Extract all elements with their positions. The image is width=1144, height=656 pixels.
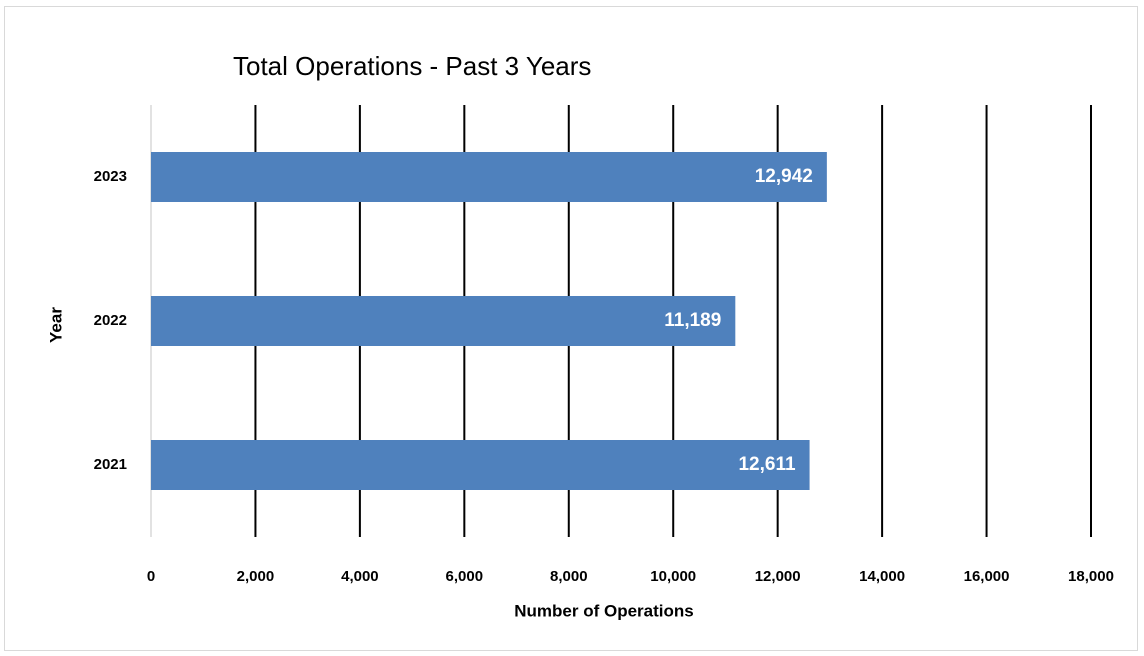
x-axis-label: Number of Operations <box>514 601 693 620</box>
value-label: 11,189 <box>664 310 721 331</box>
bar <box>151 296 736 346</box>
x-tick-label: 0 <box>147 568 155 585</box>
value-label: 12,942 <box>755 166 813 187</box>
y-tick-label: 2023 <box>94 168 127 185</box>
x-tick-label: 12,000 <box>755 568 801 585</box>
x-tick-label: 10,000 <box>650 568 696 585</box>
chart-title: Total Operations - Past 3 Years <box>233 51 591 81</box>
x-tick-label: 6,000 <box>446 568 484 585</box>
x-tick-label: 14,000 <box>859 568 905 585</box>
y-axis-label: Year <box>46 307 65 343</box>
bar <box>151 440 810 490</box>
y-tick-label: 2021 <box>94 456 127 473</box>
x-tick-label: 4,000 <box>341 568 379 585</box>
y-tick-label: 2022 <box>94 312 127 329</box>
x-tick-label: 16,000 <box>964 568 1010 585</box>
value-label: 12,611 <box>738 454 795 475</box>
x-tick-label: 8,000 <box>550 568 588 585</box>
x-tick-label: 18,000 <box>1068 568 1114 585</box>
x-tick-label: 2,000 <box>237 568 275 585</box>
bar <box>151 152 827 202</box>
